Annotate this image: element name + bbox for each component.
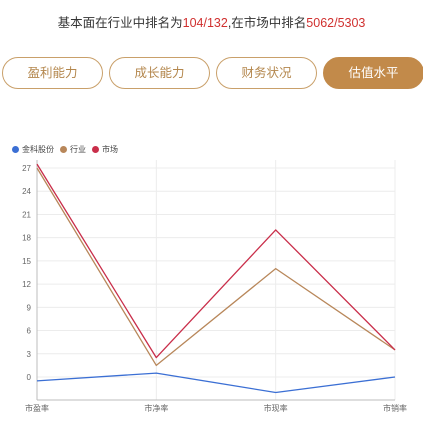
y-tick-label: 24: [22, 187, 31, 196]
x-tick-label: 市销率: [383, 403, 407, 413]
y-tick-label: 12: [22, 280, 31, 289]
tab-growth[interactable]: 成长能力: [109, 57, 210, 89]
tab-financial-status[interactable]: 财务状况: [216, 57, 317, 89]
legend-dot-industry: [60, 145, 67, 153]
legend-dot-company: [12, 145, 19, 153]
series-line-0: [36, 372, 396, 394]
ranking-summary: 基本面在行业中排名为104/132,在市场中排名5062/5303: [0, 12, 423, 31]
indicator-tabs: 盈利能力 成长能力 财务状况 估值水平: [2, 57, 423, 89]
legend-item-market[interactable]: 市场: [92, 144, 118, 155]
series-line-2: [36, 163, 396, 359]
y-tick-label: 3: [27, 350, 32, 359]
x-tick-label: 市盈率: [25, 403, 49, 413]
tab-profitability[interactable]: 盈利能力: [2, 57, 103, 89]
legend-label-market: 市场: [102, 144, 118, 154]
market-rank: 5062/5303: [306, 16, 366, 30]
x-tick-label: 市现率: [264, 403, 288, 413]
legend-dot-market: [92, 145, 99, 153]
y-tick-label: 9: [27, 303, 32, 312]
series-line-1: [36, 167, 396, 367]
y-tick-label: 0: [27, 373, 32, 382]
summary-prefix: 基本面在行业中排名为: [57, 16, 183, 30]
chart-legend: 金科股份 行业 市场: [12, 142, 124, 156]
y-tick-label: 6: [27, 327, 32, 336]
y-tick-label: 18: [22, 234, 31, 243]
legend-item-industry[interactable]: 行业: [60, 144, 86, 155]
summary-middle: ,在市场中排名: [227, 16, 307, 30]
legend-label-industry: 行业: [70, 144, 86, 154]
industry-rank: 104/132: [182, 16, 228, 30]
legend-item-company[interactable]: 金科股份: [12, 144, 54, 155]
y-tick-label: 21: [22, 210, 31, 219]
legend-label-company: 金科股份: [22, 144, 54, 154]
tab-valuation[interactable]: 估值水平: [323, 57, 423, 89]
y-tick-label: 15: [22, 257, 31, 266]
y-tick-label: 27: [22, 164, 31, 173]
x-tick-label: 市净率: [144, 403, 168, 413]
